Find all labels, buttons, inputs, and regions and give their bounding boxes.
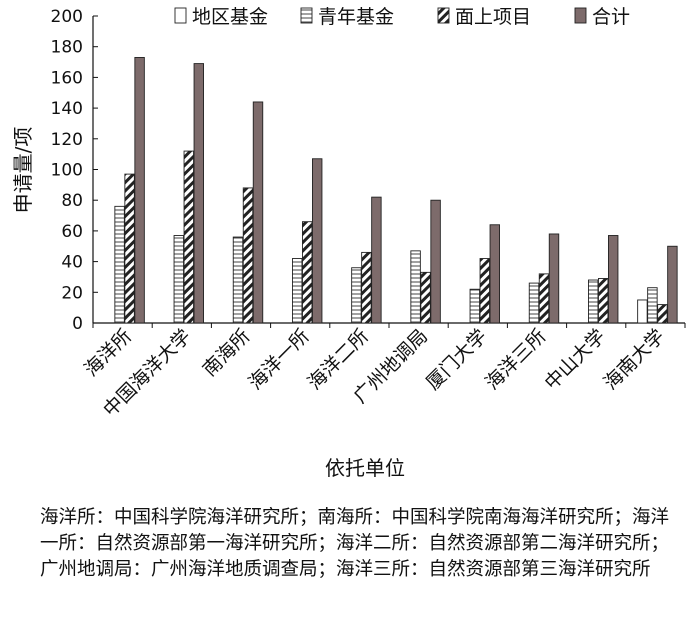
bar: [588, 279, 599, 324]
bar: [469, 288, 480, 324]
bar: [371, 196, 382, 324]
legend: 地区基金 青年基金 面上项目 合计: [174, 6, 630, 28]
y-tick-label: 40: [61, 253, 83, 273]
x-tick-label: 南海所: [199, 325, 255, 381]
bar: [292, 258, 303, 324]
bar: [528, 282, 540, 324]
bars: [114, 56, 678, 324]
bar: [657, 304, 668, 324]
x-tick-label: 厦门大学: [422, 325, 491, 394]
y-tick-label: 140: [51, 99, 83, 119]
x-tick-label: 中山大学: [540, 325, 609, 394]
legend-swatch: [300, 7, 313, 24]
bar: [114, 205, 125, 324]
bar: [302, 221, 313, 324]
bar: [312, 158, 323, 324]
y-tick-label: 20: [61, 283, 83, 303]
legend-label: 青年基金: [318, 6, 394, 28]
bar: [548, 233, 560, 324]
y-axis-title: 申请量/项: [11, 127, 35, 214]
bar: [252, 101, 264, 324]
bar: [647, 287, 658, 324]
bar: [242, 187, 254, 324]
bar: [430, 199, 441, 324]
x-tick-label: 海洋一所: [244, 325, 313, 394]
footnote: 海洋所：中国科学院海洋研究所；南海所：中国科学院南海海洋研究所；海洋一所：自然资…: [40, 507, 670, 580]
y-tick-label: 0: [72, 314, 83, 334]
bar: [124, 173, 135, 324]
x-axis-title: 依托单位: [325, 456, 405, 480]
bar: [351, 267, 362, 324]
y-tick-label: 120: [51, 130, 83, 150]
x-tick-label: 海南大学: [600, 325, 669, 394]
legend-swatch: [437, 7, 450, 24]
bar: [489, 224, 500, 324]
legend-swatch: [174, 7, 187, 24]
bar: [361, 251, 372, 324]
legend-label: 面上项目: [455, 6, 531, 28]
x-tick-label: 海洋三所: [481, 325, 550, 394]
legend-label: 合计: [592, 6, 630, 28]
bar: [667, 245, 678, 324]
y-tick-label: 160: [51, 68, 83, 88]
bar: [193, 63, 205, 324]
legend-label: 地区基金: [192, 6, 268, 28]
bar: [173, 235, 185, 324]
x-tick-label: 海洋所: [80, 325, 136, 381]
y-tick-label: 100: [51, 161, 83, 181]
bar: [232, 236, 244, 324]
bar: [420, 271, 431, 324]
bar: [479, 258, 490, 324]
bar: [598, 278, 609, 324]
y-tick-label: 80: [61, 191, 83, 211]
bar: [637, 299, 648, 324]
y-tick-label: 60: [61, 222, 83, 242]
bar: [608, 235, 619, 324]
bar: [538, 273, 550, 324]
bar: [183, 150, 195, 324]
y-tick-label: 180: [51, 38, 83, 58]
legend-swatch: [574, 7, 587, 24]
bar: [410, 250, 421, 324]
y-tick-label: 200: [51, 7, 83, 27]
bar: [134, 56, 145, 324]
